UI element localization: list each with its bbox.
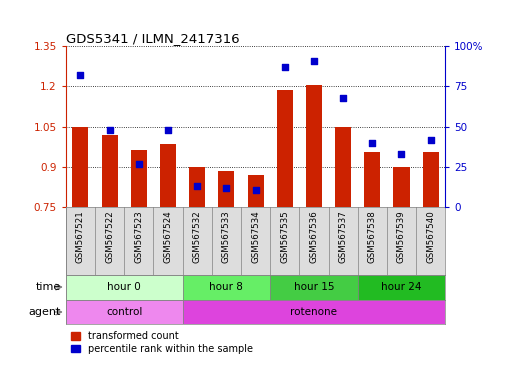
Text: agent: agent	[28, 307, 61, 317]
Bar	[66, 275, 182, 300]
Point	[76, 72, 84, 78]
Bar	[364, 152, 380, 207]
Text: GDS5341 / ILMN_2417316: GDS5341 / ILMN_2417316	[66, 32, 239, 45]
Text: rotenone: rotenone	[290, 307, 337, 317]
Text: GSM567540: GSM567540	[425, 210, 434, 263]
Bar	[357, 275, 444, 300]
Text: hour 8: hour 8	[209, 282, 243, 292]
Bar	[422, 152, 438, 207]
Bar	[182, 300, 444, 324]
Point	[368, 140, 376, 146]
Bar	[182, 275, 270, 300]
Bar	[276, 91, 292, 207]
Bar	[270, 275, 357, 300]
Text: control: control	[106, 307, 142, 317]
Text: GSM567537: GSM567537	[338, 210, 347, 263]
Point	[338, 94, 346, 101]
Text: hour 15: hour 15	[293, 282, 333, 292]
Text: GSM567523: GSM567523	[134, 210, 143, 263]
Text: GSM567535: GSM567535	[280, 210, 289, 263]
Text: GSM567532: GSM567532	[192, 210, 201, 263]
Text: hour 24: hour 24	[380, 282, 421, 292]
Bar	[218, 171, 234, 207]
Point	[106, 127, 114, 133]
Bar	[160, 144, 176, 207]
Bar	[306, 85, 321, 207]
Legend: transformed count, percentile rank within the sample: transformed count, percentile rank withi…	[71, 331, 252, 354]
Point	[222, 185, 230, 191]
Point	[134, 161, 142, 167]
Point	[280, 64, 288, 70]
Bar	[393, 167, 409, 207]
Point	[164, 127, 172, 133]
Text: GSM567522: GSM567522	[105, 210, 114, 263]
Text: GSM567534: GSM567534	[250, 210, 260, 263]
Bar	[102, 135, 117, 207]
Point	[426, 137, 434, 143]
Point	[251, 187, 259, 193]
Text: GSM567536: GSM567536	[309, 210, 318, 263]
Point	[396, 151, 405, 157]
Text: GSM567524: GSM567524	[163, 210, 172, 263]
Text: GSM567538: GSM567538	[367, 210, 376, 263]
Point	[309, 58, 317, 64]
Point	[193, 183, 201, 189]
Bar	[72, 127, 88, 207]
Bar	[66, 300, 182, 324]
Bar	[247, 175, 263, 207]
Text: GSM567533: GSM567533	[221, 210, 230, 263]
Text: GSM567539: GSM567539	[396, 210, 405, 263]
Text: time: time	[35, 282, 61, 292]
Bar	[130, 150, 146, 207]
Bar	[189, 167, 205, 207]
Text: GSM567521: GSM567521	[76, 210, 85, 263]
Bar	[334, 127, 350, 207]
Text: hour 0: hour 0	[107, 282, 141, 292]
